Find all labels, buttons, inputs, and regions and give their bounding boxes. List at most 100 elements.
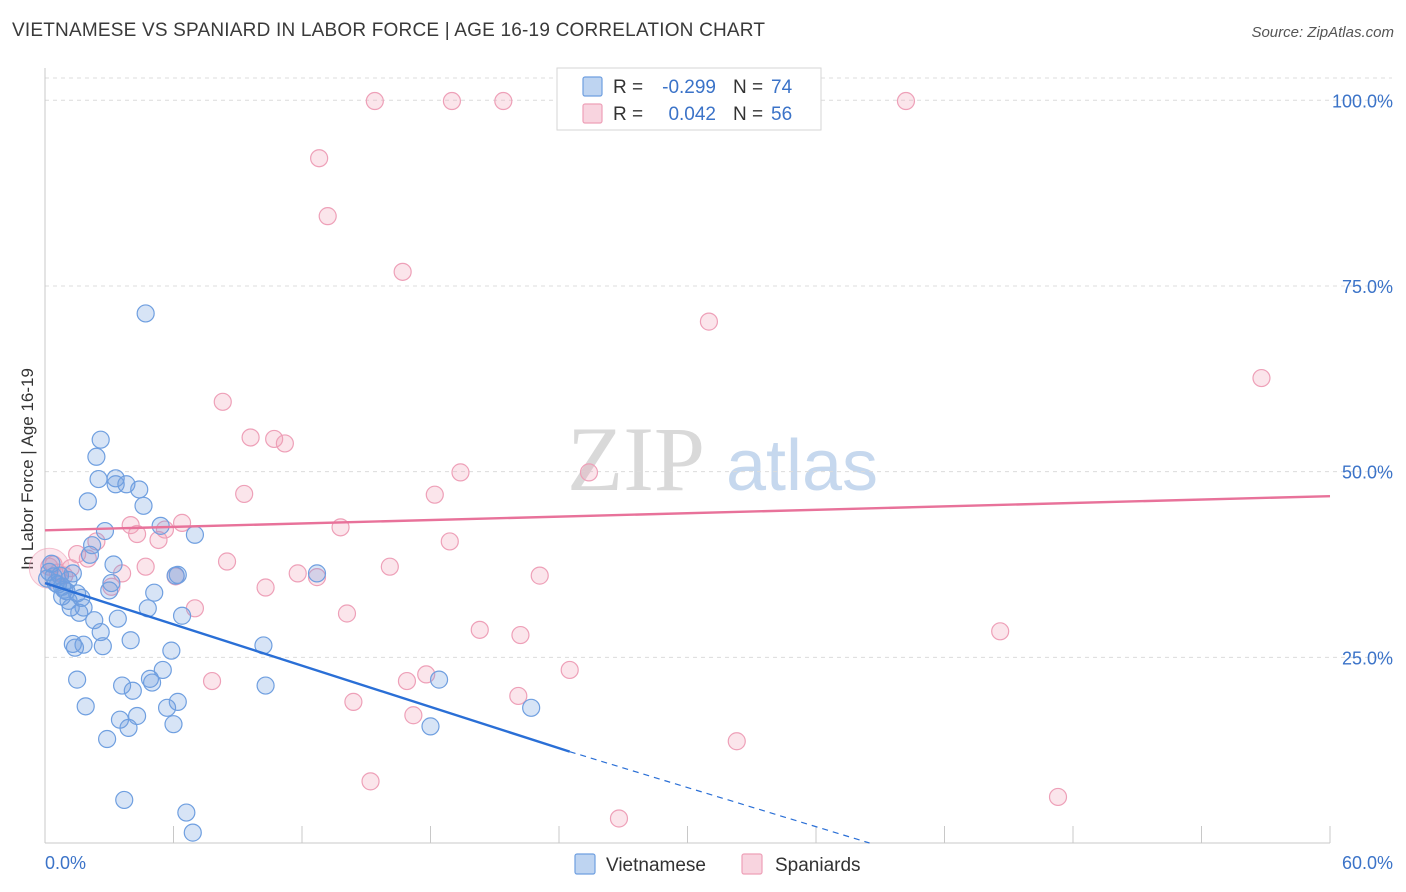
data-point-vietnamese	[168, 692, 187, 711]
stats-legend-box	[556, 67, 822, 131]
data-point-spaniards	[1048, 787, 1068, 807]
data-point-vietnamese	[74, 635, 93, 654]
data-point-spaniards	[256, 578, 275, 597]
data-point-spaniards	[149, 530, 168, 550]
legend-r-label: R =	[613, 77, 643, 98]
trendline-vietnamese	[44, 581, 571, 753]
data-point-vietnamese	[168, 565, 187, 584]
data-point-vietnamese	[104, 555, 123, 574]
data-point-vietnamese	[74, 598, 93, 617]
data-point-spaniards	[699, 312, 719, 331]
data-point-spaniards	[393, 262, 412, 281]
data-point-spaniards	[404, 706, 423, 725]
data-point-spaniards	[275, 434, 294, 453]
legend-n-value: 74	[771, 77, 793, 98]
data-point-spaniards	[310, 149, 329, 168]
legend-label-vietnamese: Vietnamese	[606, 855, 706, 876]
data-point-spaniards	[727, 732, 746, 751]
data-point-vietnamese	[102, 573, 121, 593]
x-tick-label: 0.0%	[45, 853, 86, 873]
watermark-atlas: atlas	[726, 426, 878, 506]
data-point-vietnamese	[130, 480, 149, 499]
data-point-spaniards	[440, 532, 459, 551]
legend-swatch-spaniards	[741, 853, 763, 875]
data-point-spaniards	[380, 557, 399, 576]
data-point-vietnamese	[307, 564, 327, 583]
data-point-spaniards	[361, 772, 380, 791]
data-point-vietnamese	[142, 673, 162, 692]
legend-swatch	[582, 103, 603, 124]
data-point-vietnamese	[127, 706, 147, 726]
data-point-vietnamese	[93, 637, 112, 656]
data-point-spaniards	[425, 485, 444, 504]
data-point-vietnamese	[183, 823, 202, 842]
data-point-vietnamese	[162, 641, 181, 660]
data-point-vietnamese	[91, 430, 110, 449]
data-point-vietnamese	[429, 670, 449, 689]
y-tick-label: 25.0%	[1342, 648, 1393, 668]
data-point-spaniards	[609, 809, 629, 828]
data-point-vietnamese	[177, 803, 196, 822]
data-point-vietnamese	[89, 469, 108, 489]
data-point-vietnamese	[106, 469, 125, 488]
data-point-vietnamese	[145, 583, 164, 602]
data-point-spaniards	[397, 671, 417, 691]
data-point-spaniards	[1252, 368, 1271, 388]
legend-r-value: 0.042	[668, 104, 716, 125]
trendline-vietnamese-extension	[569, 751, 870, 844]
chart-title: VIETNAMESE VS SPANIARD IN LABOR FORCE | …	[12, 20, 766, 41]
data-point-spaniards	[172, 513, 192, 532]
data-point-vietnamese	[108, 609, 127, 628]
data-point-vietnamese	[95, 521, 115, 541]
data-point-spaniards	[288, 564, 307, 583]
data-point-vietnamese	[185, 525, 205, 544]
data-point-vietnamese	[106, 475, 125, 494]
legend-n-label: N =	[733, 77, 763, 98]
data-point-vietnamese	[91, 622, 110, 642]
data-point-vietnamese	[123, 681, 142, 700]
data-point-vietnamese	[76, 697, 95, 716]
legend-swatch	[582, 76, 603, 97]
data-point-spaniards	[235, 484, 254, 504]
data-point-spaniards	[136, 557, 155, 576]
data-point-spaniards	[896, 91, 916, 111]
data-point-spaniards	[202, 671, 222, 691]
data-point-spaniards	[265, 429, 284, 449]
data-point-vietnamese	[164, 715, 183, 734]
data-point-vietnamese	[112, 676, 132, 695]
data-point-spaniards	[442, 91, 462, 111]
data-point-spaniards	[451, 463, 470, 482]
y-tick-label: 75.0%	[1342, 277, 1393, 297]
data-point-vietnamese	[100, 581, 119, 600]
legend-r-value: -0.299	[662, 77, 716, 98]
data-point-vietnamese	[522, 698, 541, 717]
trendline-spaniards	[44, 494, 1331, 532]
x-tick-label: 60.0%	[1342, 853, 1393, 873]
data-point-vietnamese	[98, 729, 117, 749]
data-point-spaniards	[344, 692, 363, 711]
data-point-vietnamese	[78, 492, 97, 511]
data-point-spaniards	[509, 686, 528, 706]
data-point-spaniards	[494, 91, 513, 111]
data-point-spaniards	[530, 566, 549, 585]
data-point-spaniards	[991, 622, 1010, 641]
data-point-spaniards	[217, 552, 237, 571]
data-point-spaniards	[579, 463, 599, 482]
data-point-spaniards	[213, 392, 232, 411]
legend-n-label: N =	[733, 104, 763, 125]
data-point-vietnamese	[256, 676, 275, 695]
y-tick-label: 100.0%	[1332, 91, 1393, 111]
data-point-vietnamese	[153, 660, 172, 680]
data-point-vietnamese	[157, 698, 177, 717]
data-point-vietnamese	[115, 790, 134, 810]
source-label: Source: ZipAtlas.com	[1251, 24, 1394, 41]
data-point-spaniards	[127, 524, 147, 544]
data-point-spaniards	[68, 544, 87, 564]
data-point-spaniards	[511, 625, 530, 645]
data-point-vietnamese	[172, 606, 192, 625]
data-point-vietnamese	[121, 631, 140, 650]
data-point-spaniards	[241, 428, 260, 447]
data-point-vietnamese	[134, 496, 153, 515]
data-point-vietnamese	[151, 516, 170, 535]
